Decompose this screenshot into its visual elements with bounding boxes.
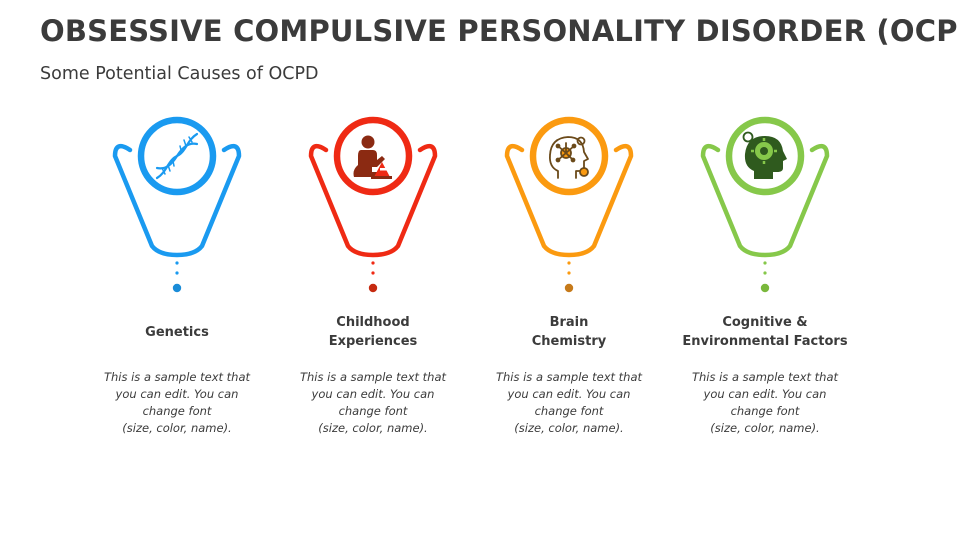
card-description: This is a sample text that you can edit.…	[103, 370, 251, 435]
dna-icon	[155, 132, 199, 180]
cause-card-cognitive-environmental: Cognitive & Environmental Factors This i…	[670, 110, 860, 450]
cause-card-childhood-experiences: Childhood Experiences This is a sample t…	[278, 110, 468, 450]
card-heading: Childhood Experiences	[328, 315, 418, 349]
funnel-marker	[700, 116, 830, 293]
cause-card-genetics: Genetics This is a sample text that you …	[82, 110, 272, 450]
funnel-marker	[504, 116, 634, 293]
page-subtitle: Some Potential Causes of OCPD	[40, 64, 319, 84]
card-heading: Brain Chemistry	[531, 315, 607, 349]
cause-card-brain-chemistry: Brain Chemistry This is a sample text th…	[474, 110, 664, 450]
cognitive-head-icon	[742, 131, 787, 179]
card-heading: Genetics	[145, 324, 209, 340]
child-playing-icon	[353, 135, 392, 179]
card-description: This is a sample text that you can edit.…	[299, 370, 447, 435]
card-description: This is a sample text that you can edit.…	[495, 370, 643, 435]
brain-head-icon	[549, 136, 589, 179]
card-description: This is a sample text that you can edit.…	[691, 370, 839, 435]
card-heading: Cognitive & Environmental Factors	[682, 315, 848, 349]
funnel-marker	[112, 116, 242, 293]
funnel-marker	[308, 116, 438, 293]
page-title: OBSESSIVE COMPULSIVE PERSONALITY DISORDE…	[40, 14, 960, 48]
